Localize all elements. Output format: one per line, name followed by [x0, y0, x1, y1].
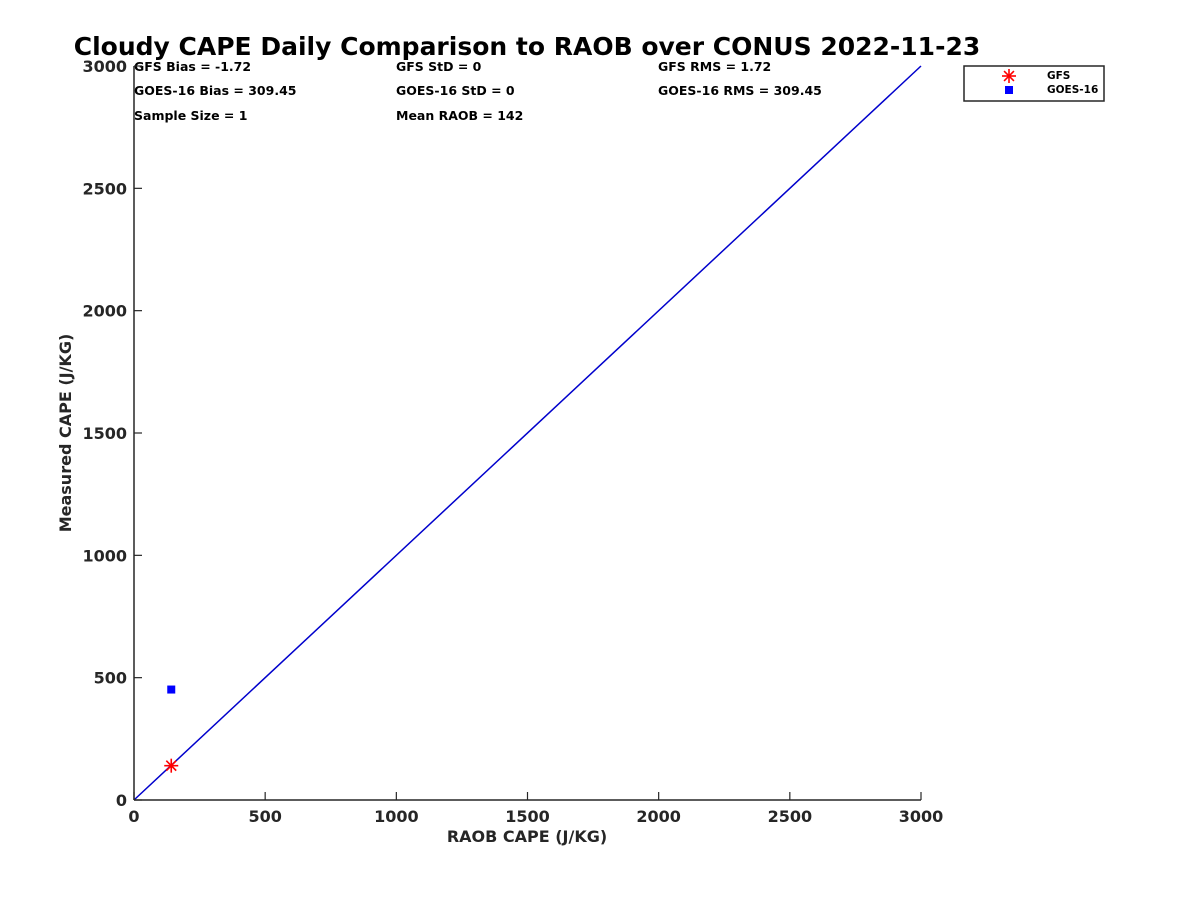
reference-line-layer [133, 65, 922, 801]
x-tick-label: 2000 [636, 807, 681, 826]
x-tick-label: 2500 [768, 807, 813, 826]
y-tick-label: 0 [116, 791, 127, 810]
data-points [164, 685, 179, 773]
chart-title: Cloudy CAPE Daily Comparison to RAOB ove… [74, 32, 980, 61]
legend-gfs-marker [1002, 69, 1016, 83]
one-to-one-line [133, 65, 922, 801]
annotation-sample-size: Sample Size = 1 [134, 108, 247, 123]
annotation-goes16-bias: GOES-16 Bias = 309.45 [134, 83, 296, 98]
y-tick-label: 2500 [82, 179, 127, 198]
legend-goes16-label: GOES-16 [1047, 84, 1098, 96]
x-tick-label: 1000 [374, 807, 419, 826]
y-axis-label: Measured CAPE (J/KG) [56, 334, 75, 533]
y-tick-label: 1500 [82, 424, 127, 443]
y-tick-label: 500 [94, 669, 127, 688]
legend-gfs-asterisk [1002, 69, 1016, 83]
annotation-goes16-rms: GOES-16 RMS = 309.45 [658, 83, 822, 98]
stats-annotations: GFS Bias = -1.72 GFS StD = 0 GFS RMS = 1… [134, 59, 822, 123]
annotation-gfs-std: GFS StD = 0 [396, 59, 482, 74]
axes: 0 500 1000 1500 2000 2500 3000 0 500 1000 1500 2000… [82, 57, 943, 826]
legend: GFS GOES-16 [963, 65, 1105, 102]
point-gfs [164, 758, 179, 773]
y-tick-label: 1000 [82, 546, 127, 565]
x-tick-label: 1500 [505, 807, 550, 826]
annotation-mean-raob: Mean RAOB = 142 [396, 108, 523, 123]
x-axis-label: RAOB CAPE (J/KG) [447, 827, 607, 846]
y-tick-label: 2000 [82, 302, 127, 321]
annotation-goes16-std: GOES-16 StD = 0 [396, 83, 515, 98]
legend-goes16-marker [1005, 86, 1013, 94]
annotation-gfs-rms: GFS RMS = 1.72 [658, 59, 771, 74]
legend-gfs-label: GFS [1047, 70, 1070, 82]
x-tick-label: 0 [128, 807, 139, 826]
annotation-gfs-bias: GFS Bias = -1.72 [134, 59, 251, 74]
x-tick-label: 500 [248, 807, 281, 826]
legend-box [963, 65, 1105, 102]
x-tick-label: 3000 [899, 807, 944, 826]
point-goes-16 [167, 685, 176, 694]
y-tick-label: 3000 [82, 57, 127, 76]
